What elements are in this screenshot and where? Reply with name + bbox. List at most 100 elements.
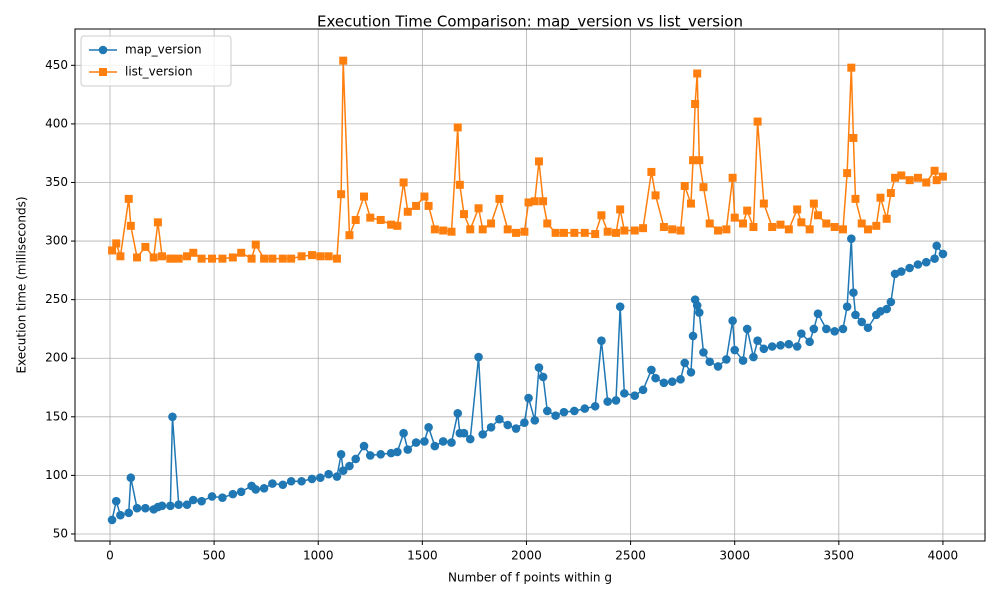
marker xyxy=(543,219,552,228)
marker xyxy=(438,437,448,446)
marker xyxy=(691,99,700,108)
marker xyxy=(659,378,669,388)
y-tick-label: 200 xyxy=(45,351,68,365)
marker xyxy=(141,503,150,513)
marker xyxy=(767,342,777,351)
marker xyxy=(897,171,906,180)
marker xyxy=(882,214,891,223)
marker xyxy=(863,225,872,234)
marker xyxy=(166,501,175,511)
marker xyxy=(534,363,544,372)
x-tick-label: 2000 xyxy=(511,549,542,563)
marker xyxy=(158,252,167,261)
marker xyxy=(667,377,677,386)
marker xyxy=(459,210,468,219)
marker xyxy=(784,339,794,349)
marker xyxy=(360,192,369,201)
marker xyxy=(465,434,475,444)
marker xyxy=(116,252,125,261)
marker xyxy=(530,197,539,206)
marker xyxy=(287,254,296,263)
marker xyxy=(430,225,439,234)
marker xyxy=(849,133,858,142)
marker xyxy=(459,428,469,438)
marker xyxy=(728,316,737,326)
marker xyxy=(851,194,860,203)
marker xyxy=(111,496,121,506)
legend-label: list_version xyxy=(125,65,193,79)
marker xyxy=(730,213,739,222)
marker xyxy=(286,476,296,486)
marker xyxy=(520,227,529,236)
marker xyxy=(651,373,660,383)
marker xyxy=(559,407,569,417)
marker xyxy=(149,253,158,262)
marker xyxy=(580,228,589,237)
marker xyxy=(189,248,198,257)
marker xyxy=(822,324,831,334)
marker xyxy=(453,408,463,418)
marker xyxy=(676,226,685,235)
y-tick-label: 450 xyxy=(45,58,68,72)
marker xyxy=(857,317,867,327)
marker xyxy=(680,181,689,190)
marker xyxy=(542,406,552,416)
marker xyxy=(208,254,217,263)
marker xyxy=(559,228,568,237)
legend-box xyxy=(80,35,232,87)
marker xyxy=(376,215,385,224)
marker xyxy=(411,438,421,447)
marker xyxy=(659,223,668,232)
marker xyxy=(218,254,227,263)
marker xyxy=(620,226,629,235)
marker xyxy=(511,424,521,433)
marker xyxy=(776,220,785,229)
marker xyxy=(647,167,656,176)
y-tick-label: 100 xyxy=(45,468,68,482)
marker xyxy=(876,193,885,202)
marker xyxy=(603,227,612,236)
marker xyxy=(359,441,369,451)
plot-frame xyxy=(74,28,986,542)
marker xyxy=(539,197,548,206)
marker xyxy=(749,352,758,362)
marker xyxy=(913,173,922,182)
x-tick-label: 0 xyxy=(106,549,114,563)
marker xyxy=(260,254,269,263)
marker xyxy=(453,123,462,132)
marker xyxy=(126,473,136,483)
marker xyxy=(676,375,685,384)
marker xyxy=(424,201,433,210)
marker xyxy=(753,336,762,345)
marker xyxy=(638,385,648,395)
marker xyxy=(813,309,823,319)
marker xyxy=(830,223,839,232)
marker xyxy=(847,234,856,244)
marker xyxy=(551,411,560,420)
marker xyxy=(930,166,939,175)
marker xyxy=(153,218,162,227)
marker xyxy=(611,396,621,405)
marker xyxy=(503,420,513,430)
x-tick-label: 3000 xyxy=(719,549,750,563)
marker xyxy=(805,225,814,234)
marker xyxy=(753,117,762,126)
x-tick-label: 2500 xyxy=(615,549,646,563)
marker xyxy=(251,240,260,249)
marker xyxy=(297,252,306,261)
marker xyxy=(651,191,660,200)
marker xyxy=(403,207,412,216)
marker xyxy=(922,178,931,187)
marker xyxy=(694,308,704,317)
marker xyxy=(376,449,385,459)
marker xyxy=(759,344,769,354)
marker xyxy=(133,253,142,262)
marker xyxy=(345,231,354,240)
marker xyxy=(112,239,121,248)
marker xyxy=(688,331,698,341)
y-tick-label: 350 xyxy=(45,175,68,189)
marker xyxy=(174,500,184,509)
marker xyxy=(930,254,939,263)
marker xyxy=(597,211,606,220)
